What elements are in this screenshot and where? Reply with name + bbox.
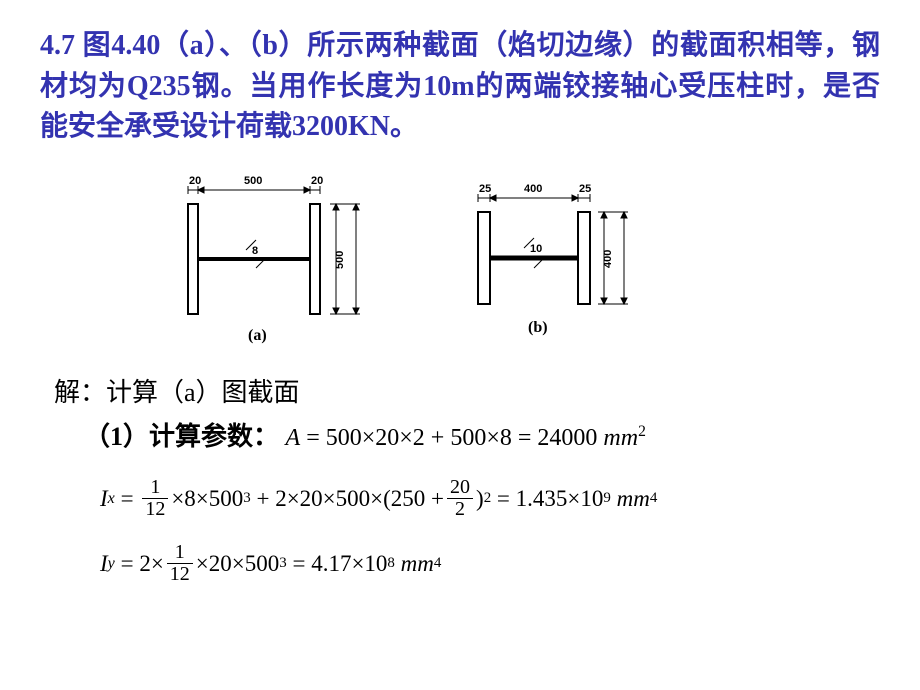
dim-a-h: 500 (334, 250, 346, 268)
step1-label: （1）计算参数： (84, 422, 279, 451)
figure-a: 20 500 20 8 500 (a) (160, 172, 380, 347)
dim-b-h: 400 (602, 249, 614, 267)
dim-b-t-left: 25 (479, 183, 491, 195)
dim-a-span: 500 (244, 175, 262, 187)
dim-b-span: 400 (524, 183, 542, 195)
figure-b-label: (b) (528, 319, 548, 336)
figure-b: 25 400 25 10 400 (b) (450, 172, 655, 347)
figures-row: 20 500 20 8 500 (a) (40, 172, 880, 347)
dim-a-web: 8 (252, 245, 258, 257)
problem-statement: 4.7 图4.40（a）、（b）所示两种截面（焰切边缘）的截面积相等，钢材均为Q… (40, 26, 880, 148)
dim-a-t-right: 20 (311, 175, 323, 187)
dim-b-web: 10 (530, 243, 542, 255)
solution-intro: 解：计算（a）图截面 (54, 371, 880, 415)
eq-iy: Iy = 2× 112 ×20×5003 = 4.17×108 mm4 (100, 542, 880, 585)
eq-area: A = 500×20×2 + 500×8 = 24000 mm2 (286, 425, 646, 451)
dim-b-t-right: 25 (579, 183, 591, 195)
dim-a-t-left: 20 (189, 175, 201, 187)
figure-a-label: (a) (248, 327, 267, 344)
eq-ix: Ix = 112 ×8×5003 + 2×20×500× (250 + 202 … (100, 477, 880, 520)
